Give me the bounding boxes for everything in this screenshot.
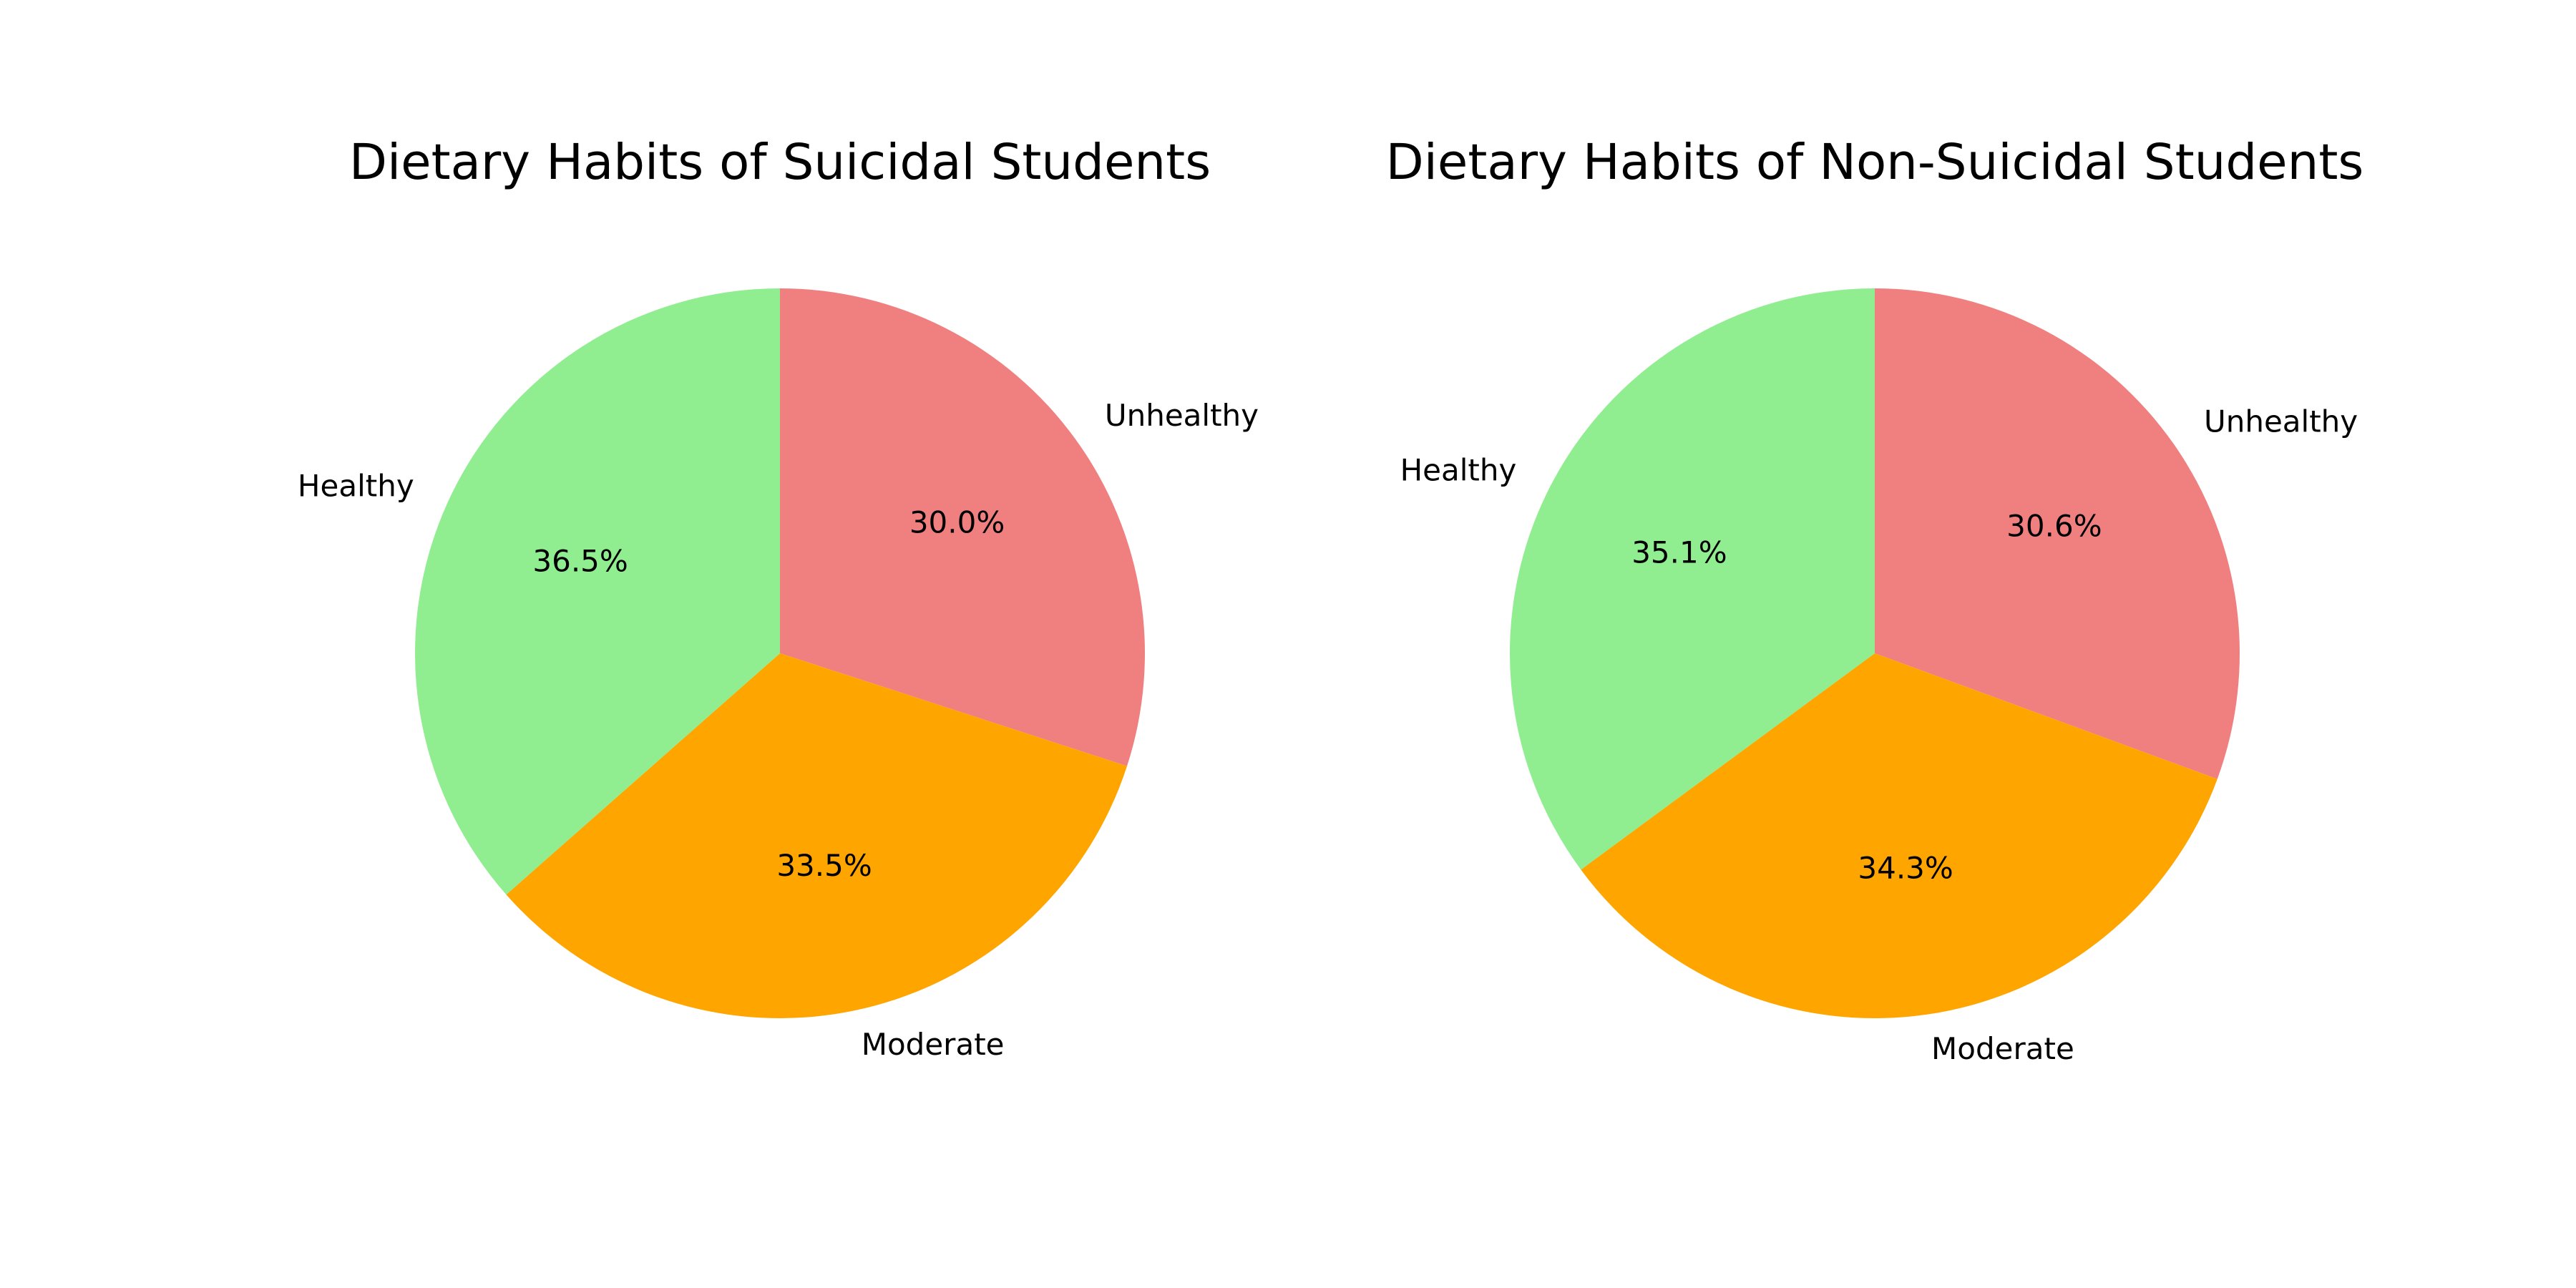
pct-label-healthy-suicidal: 36.5% [532, 544, 628, 579]
slice-label-healthy-non-suicidal: Healthy [1400, 452, 1517, 487]
slice-label-moderate-suicidal: Moderate [862, 1027, 1005, 1062]
pie-slice-healthy-non-suicidal [1510, 288, 1875, 870]
pie-slice-moderate-non-suicidal [1581, 653, 2218, 1018]
pct-label-moderate-suicidal: 33.5% [776, 848, 872, 883]
slice-label-healthy-suicidal: Healthy [298, 469, 414, 504]
pct-label-healthy-non-suicidal: 35.1% [1631, 535, 1727, 570]
slice-label-unhealthy-suicidal: Unhealthy [1105, 398, 1259, 433]
slice-label-moderate-non-suicidal: Moderate [1931, 1031, 2074, 1066]
pie-chart-non-suicidal: Dietary Habits of Non-Suicidal Students … [1386, 134, 2364, 1066]
pie-slice-unhealthy-suicidal [780, 288, 1145, 766]
pie-slices-non-suicidal [1510, 288, 2240, 1018]
pct-label-moderate-non-suicidal: 34.3% [1858, 850, 1953, 885]
pie-slice-healthy-suicidal [415, 288, 780, 895]
pie-labels-non-suicidal: Unhealthy 30.6% Moderate 34.3% Healthy 35.1% [1400, 404, 2358, 1066]
chart-title-non-suicidal: Dietary Habits of Non-Suicidal Students [1386, 134, 2364, 191]
pie-slices-suicidal [415, 288, 1145, 1018]
slice-label-unhealthy-non-suicidal: Unhealthy [2204, 404, 2358, 439]
pie-labels-suicidal: Unhealthy 30.0% Moderate 33.5% Healthy 36.5% [298, 398, 1259, 1062]
pct-label-unhealthy-suicidal: 30.0% [909, 505, 1005, 540]
pct-label-unhealthy-non-suicidal: 30.6% [2006, 508, 2102, 543]
pie-chart-suicidal: Dietary Habits of Suicidal Students Unhe… [298, 134, 1259, 1062]
pie-slice-moderate-suicidal [506, 653, 1128, 1018]
chart-title-suicidal: Dietary Habits of Suicidal Students [349, 134, 1211, 191]
pie-slice-unhealthy-non-suicidal [1875, 288, 2240, 779]
